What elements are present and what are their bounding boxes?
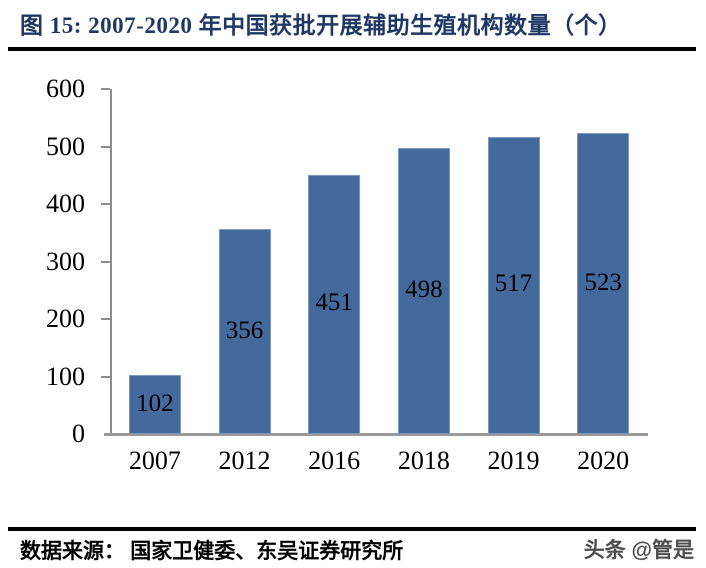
figure-title: 图 15: 2007-2020 年中国获批开展辅助生殖机构数量（个） (20, 13, 622, 38)
x-axis-tick-label: 2019 (487, 446, 540, 475)
y-axis-line (110, 89, 112, 434)
bar-2018 (397, 147, 450, 434)
x-axis-tick-label: 2007 (128, 446, 181, 475)
y-axis-tick-label: 0 (72, 419, 85, 448)
y-axis-tick-label: 600 (46, 74, 85, 103)
footer-divider (8, 527, 696, 531)
watermark: 头条 @管是 (583, 539, 694, 562)
x-axis-tick-label: 2016 (308, 446, 361, 475)
bar-2012 (218, 229, 271, 434)
bar-chart: 0 100 200 300 400 500 600 102 2007 356 2012 451 2016… (46, 74, 648, 475)
x-axis-tick-label: 2020 (577, 446, 630, 475)
x-axis-line (104, 433, 648, 436)
x-axis-tick-label: 2012 (218, 446, 271, 475)
bar-value-label: 451 (315, 289, 353, 317)
x-axis-tick-label: 2018 (397, 446, 450, 475)
y-axis-tick (101, 203, 110, 205)
y-axis-tick (101, 88, 110, 90)
bar-2020 (577, 133, 630, 434)
bar-value-label: 523 (584, 268, 622, 296)
bar-2019 (487, 136, 540, 434)
y-axis-tick (101, 260, 110, 263)
bar-2007 (128, 375, 181, 434)
bar-value-label: 102 (136, 389, 174, 417)
y-axis-tick-label: 200 (46, 304, 85, 333)
bar-value-label: 517 (494, 270, 533, 298)
y-axis-tick-label: 300 (46, 246, 85, 276)
bar-value-label: 356 (225, 316, 264, 344)
bar-2016 (308, 174, 361, 434)
y-axis-tick-label: 500 (46, 131, 85, 161)
y-axis-tick (101, 375, 110, 378)
bar-value-label: 498 (405, 275, 443, 303)
y-axis-tick (101, 145, 110, 148)
y-axis-tick-label: 400 (46, 189, 85, 218)
title-divider (8, 47, 696, 51)
y-axis-tick-label: 100 (46, 361, 85, 391)
y-axis-tick (101, 318, 110, 320)
data-source: 数据来源： 国家卫健委、东吴证券研究所 (20, 539, 404, 563)
